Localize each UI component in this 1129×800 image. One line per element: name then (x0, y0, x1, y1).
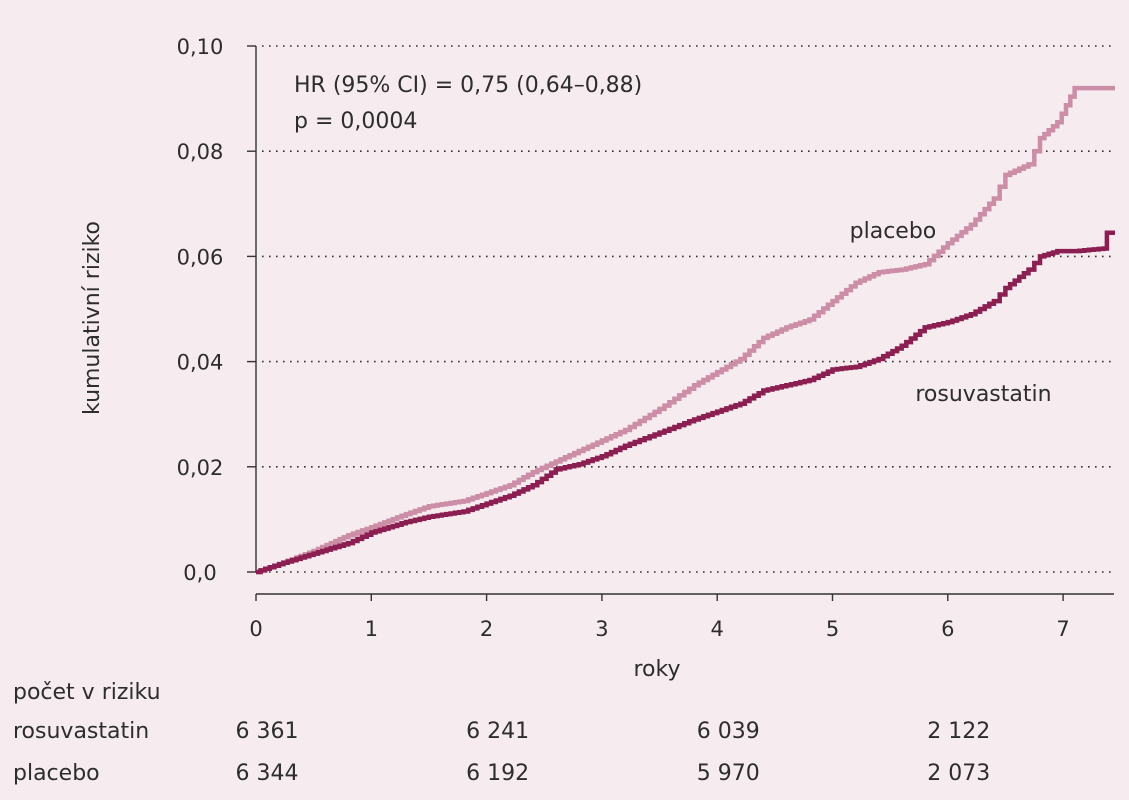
x-tick-label-1: 1 (365, 617, 378, 641)
risk-value-placebo-1: 6 192 (466, 761, 529, 786)
axes (247, 45, 1114, 601)
series-line-rosuvastatin (256, 230, 1115, 575)
y-tick-label-0: 0,0 (183, 561, 216, 585)
x-tick-label-5: 5 (826, 617, 839, 641)
y-tick-label-3: 0,06 (177, 245, 224, 269)
risk-value-placebo-2: 5 970 (697, 761, 760, 786)
risk-value-rosuvastatin-0: 6 361 (236, 719, 299, 744)
risk-value-placebo-0: 6 344 (236, 761, 299, 786)
y-tick-label-1: 0,02 (177, 456, 224, 480)
x-tick-label-0: 0 (249, 617, 262, 641)
risk-value-rosuvastatin-3: 2 122 (927, 719, 990, 744)
x-tick-label-3: 3 (595, 617, 608, 641)
x-tick-label-7: 7 (1056, 617, 1069, 641)
y-axis-title: kumulativní riziko (80, 221, 105, 415)
risk-table-title: počet v riziku (13, 680, 161, 705)
y-tick-label-4: 0,08 (177, 140, 224, 164)
risk-row-label-rosuvastatin: rosuvastatin (13, 719, 149, 744)
tick-labels: 0,0 0,02 0,04 0,06 0,08 0,10 0 1 2 3 4 5 6 7 (177, 35, 1070, 641)
risk-value-rosuvastatin-2: 6 039 (697, 719, 760, 744)
series-lines (256, 85, 1115, 575)
risk-table: počet v riziku rosuvastatin 6 361 6 241 6 03… (13, 680, 990, 786)
series-label-rosuvastatin: rosuvastatin (915, 382, 1051, 407)
p-value-annotation: p = 0,0004 (294, 109, 417, 134)
x-tick-label-6: 6 (941, 617, 954, 641)
risk-row-label-placebo: placebo (13, 761, 100, 786)
y-tick-label-2: 0,04 (177, 351, 224, 375)
x-tick-label-2: 2 (480, 617, 493, 641)
series-line-placebo (256, 85, 1115, 575)
x-axis-title: roky (634, 657, 681, 682)
x-tick-label-4: 4 (711, 617, 724, 641)
risk-value-rosuvastatin-1: 6 241 (466, 719, 529, 744)
risk-value-placebo-3: 2 073 (927, 761, 990, 786)
hr-annotation: HR (95% CI) = 0,75 (0,64–0,88) (294, 73, 642, 98)
series-label-placebo: placebo (850, 219, 937, 244)
series-labels: placebo rosuvastatin (850, 219, 1052, 407)
y-tick-label-5: 0,10 (177, 35, 224, 59)
